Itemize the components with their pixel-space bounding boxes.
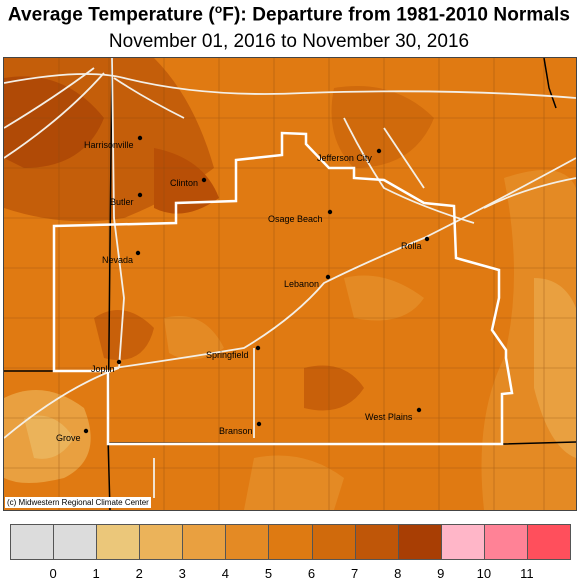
city-label: Osage Beach <box>268 214 323 224</box>
city-label: Nevada <box>102 255 133 265</box>
city-label: Springfield <box>206 350 249 360</box>
anomaly-zone <box>304 365 364 411</box>
map-title: Average Temperature (oF): Departure from… <box>7 2 571 26</box>
legend-tick-label: 10 <box>476 566 492 581</box>
legend-tick-label: 4 <box>221 566 229 581</box>
legend-swatch <box>268 524 313 560</box>
anomaly-zone <box>164 316 224 360</box>
legend-tick-label: 7 <box>350 566 359 581</box>
legend-tick-label: 3 <box>178 566 186 581</box>
map-subtitle: November 01, 2016 to November 30, 2016 <box>108 31 470 52</box>
city-label: Butler <box>110 197 134 207</box>
legend-swatch <box>440 524 485 560</box>
legend-tick-label: 9 <box>437 566 445 581</box>
city-marker <box>256 421 262 427</box>
legend-tick-label: 2 <box>135 566 143 581</box>
city-marker <box>327 209 333 215</box>
legend-swatch <box>139 524 184 560</box>
legend-swatch <box>311 524 356 560</box>
region-outline <box>52 131 514 446</box>
city-label: Clinton <box>170 178 198 188</box>
legend-swatch <box>526 524 571 560</box>
temperature-departure-map: Harrisonville Jefferson City Clinton Butler… <box>3 57 577 511</box>
anomaly-zone <box>24 415 74 459</box>
city-marker <box>116 359 122 365</box>
city-marker <box>325 274 331 280</box>
anomaly-zone <box>154 148 219 214</box>
legend-swatch <box>354 524 399 560</box>
city-label: Branson <box>219 426 253 436</box>
city-label: Grove <box>56 433 81 443</box>
city-label: Jefferson City <box>317 153 372 163</box>
credit-label: (c) Midwestern Regional Climate Center <box>5 497 151 508</box>
legend-tick-label: 0 <box>49 566 57 581</box>
city-label: Rolla <box>401 241 422 251</box>
city-marker <box>376 148 382 154</box>
legend-swatch <box>96 524 141 560</box>
city-marker <box>137 135 143 141</box>
anomaly-zone <box>331 86 434 168</box>
legend-tick-label: 11 <box>520 566 534 581</box>
city-label: West Plains <box>365 412 413 422</box>
city-marker <box>255 345 261 351</box>
color-legend <box>10 524 571 560</box>
legend-swatch <box>53 524 98 560</box>
city-marker <box>416 407 422 413</box>
city-marker <box>135 250 141 256</box>
highways <box>4 58 576 498</box>
anomaly-zone <box>244 455 344 510</box>
legend-swatch <box>182 524 227 560</box>
legend-swatch <box>10 524 55 560</box>
city-label: Lebanon <box>284 279 319 289</box>
legend-swatch <box>225 524 270 560</box>
legend-tick-label: 8 <box>394 566 402 581</box>
legend-swatch <box>397 524 442 560</box>
city-label: Joplin <box>91 364 115 374</box>
cities-layer: Harrisonville Jefferson City Clinton Butler… <box>56 135 430 443</box>
city-marker <box>83 428 89 434</box>
city-label: Harrisonville <box>84 140 134 150</box>
legend-tick-label: 1 <box>92 566 100 581</box>
city-marker <box>424 236 430 242</box>
legend-swatch <box>483 524 528 560</box>
legend-tick-label: 5 <box>264 566 273 581</box>
city-marker <box>137 192 143 198</box>
legend-tick-label: 6 <box>307 566 316 581</box>
city-marker <box>201 177 207 183</box>
